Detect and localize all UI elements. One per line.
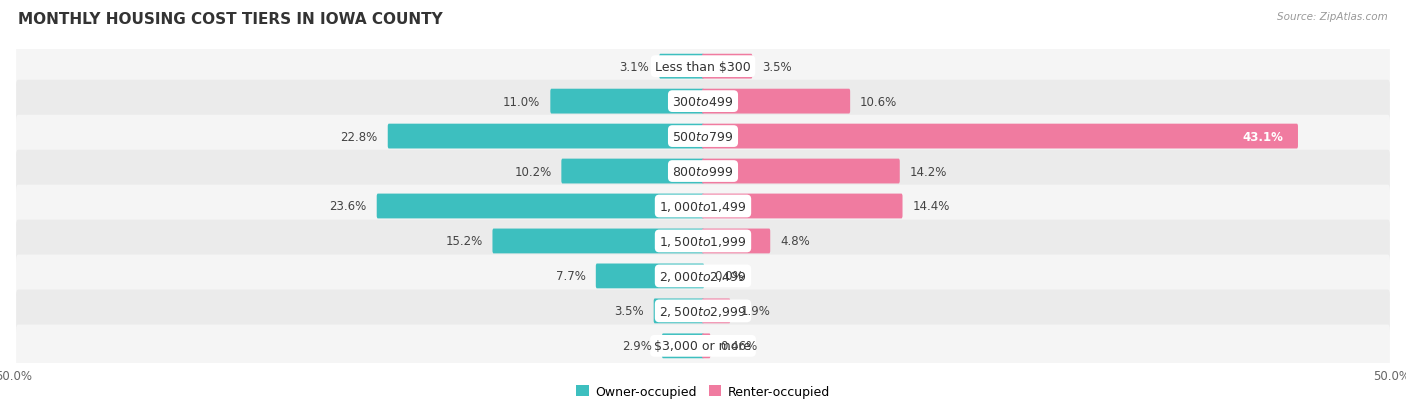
Text: 3.5%: 3.5% xyxy=(762,61,792,74)
FancyBboxPatch shape xyxy=(15,325,1391,367)
Text: 22.8%: 22.8% xyxy=(340,130,378,143)
FancyBboxPatch shape xyxy=(15,46,1391,88)
Text: 14.4%: 14.4% xyxy=(912,200,950,213)
FancyBboxPatch shape xyxy=(596,264,704,289)
FancyBboxPatch shape xyxy=(377,194,704,219)
FancyBboxPatch shape xyxy=(15,116,1391,158)
FancyBboxPatch shape xyxy=(550,90,704,114)
FancyBboxPatch shape xyxy=(15,255,1391,297)
Text: 11.0%: 11.0% xyxy=(503,95,540,108)
Text: 43.1%: 43.1% xyxy=(1243,130,1284,143)
FancyBboxPatch shape xyxy=(15,290,1391,332)
Text: $2,000 to $2,499: $2,000 to $2,499 xyxy=(659,269,747,283)
FancyBboxPatch shape xyxy=(15,150,1391,193)
Text: $3,000 or more: $3,000 or more xyxy=(655,339,751,352)
Text: 23.6%: 23.6% xyxy=(329,200,367,213)
Text: 10.2%: 10.2% xyxy=(515,165,551,178)
Text: 2.9%: 2.9% xyxy=(621,339,652,352)
FancyBboxPatch shape xyxy=(561,159,704,184)
Text: 0.46%: 0.46% xyxy=(720,339,758,352)
Text: MONTHLY HOUSING COST TIERS IN IOWA COUNTY: MONTHLY HOUSING COST TIERS IN IOWA COUNT… xyxy=(18,12,443,27)
FancyBboxPatch shape xyxy=(15,185,1391,228)
FancyBboxPatch shape xyxy=(702,229,770,254)
Text: 3.5%: 3.5% xyxy=(614,305,644,318)
Text: 14.2%: 14.2% xyxy=(910,165,948,178)
Text: 4.8%: 4.8% xyxy=(780,235,810,248)
Text: $1,000 to $1,499: $1,000 to $1,499 xyxy=(659,199,747,214)
FancyBboxPatch shape xyxy=(662,334,704,358)
Legend: Owner-occupied, Renter-occupied: Owner-occupied, Renter-occupied xyxy=(576,385,830,398)
Text: 10.6%: 10.6% xyxy=(860,95,897,108)
FancyBboxPatch shape xyxy=(702,299,730,323)
Text: Less than $300: Less than $300 xyxy=(655,61,751,74)
Text: $500 to $799: $500 to $799 xyxy=(672,130,734,143)
Text: $1,500 to $1,999: $1,500 to $1,999 xyxy=(659,235,747,248)
Text: 7.7%: 7.7% xyxy=(555,270,586,283)
Text: 15.2%: 15.2% xyxy=(446,235,482,248)
FancyBboxPatch shape xyxy=(654,299,704,323)
Text: $800 to $999: $800 to $999 xyxy=(672,165,734,178)
FancyBboxPatch shape xyxy=(492,229,704,254)
Text: $300 to $499: $300 to $499 xyxy=(672,95,734,108)
FancyBboxPatch shape xyxy=(702,90,851,114)
Text: 3.1%: 3.1% xyxy=(620,61,650,74)
Text: Source: ZipAtlas.com: Source: ZipAtlas.com xyxy=(1277,12,1388,22)
Text: 0.0%: 0.0% xyxy=(714,270,744,283)
FancyBboxPatch shape xyxy=(702,124,1298,149)
Text: 1.9%: 1.9% xyxy=(740,305,770,318)
FancyBboxPatch shape xyxy=(702,334,710,358)
FancyBboxPatch shape xyxy=(388,124,704,149)
Text: $2,500 to $2,999: $2,500 to $2,999 xyxy=(659,304,747,318)
FancyBboxPatch shape xyxy=(702,194,903,219)
FancyBboxPatch shape xyxy=(15,220,1391,263)
FancyBboxPatch shape xyxy=(659,55,704,79)
FancyBboxPatch shape xyxy=(702,159,900,184)
FancyBboxPatch shape xyxy=(15,81,1391,123)
FancyBboxPatch shape xyxy=(702,55,752,79)
